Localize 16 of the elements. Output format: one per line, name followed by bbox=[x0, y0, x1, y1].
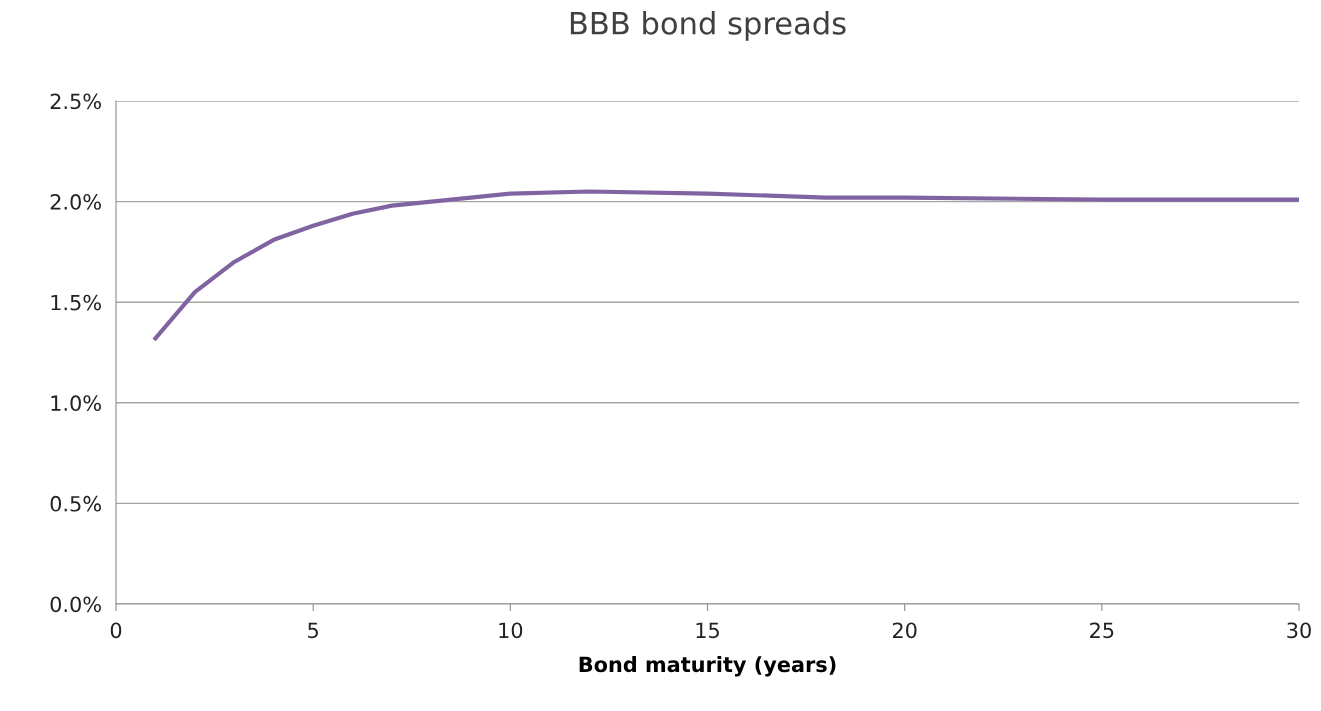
y-tick-label: 0.0% bbox=[50, 596, 101, 613]
y-tick-label: 2.0% bbox=[50, 194, 101, 210]
line-series bbox=[153, 189, 1299, 341]
chart-title: BBB bond spreads bbox=[570, 11, 846, 41]
x-tick-label: 0 bbox=[110, 622, 122, 639]
x-tick-label: 25 bbox=[1090, 622, 1114, 639]
y-tick-label: 1.0% bbox=[51, 395, 101, 412]
y-tick-label: 2.5% bbox=[50, 93, 101, 110]
x-tick-label: 10 bbox=[499, 622, 523, 639]
x-tick-label: 30 bbox=[1287, 622, 1311, 639]
y-tick-label: 1.5% bbox=[51, 294, 101, 311]
y-tick-label: 0.5% bbox=[50, 495, 101, 512]
x-tick-label: 20 bbox=[892, 622, 917, 639]
x-axis-title: Bond maturity (years) bbox=[579, 656, 836, 677]
x-tick-label: 5 bbox=[308, 622, 318, 639]
x-tick-label: 15 bbox=[696, 622, 719, 639]
